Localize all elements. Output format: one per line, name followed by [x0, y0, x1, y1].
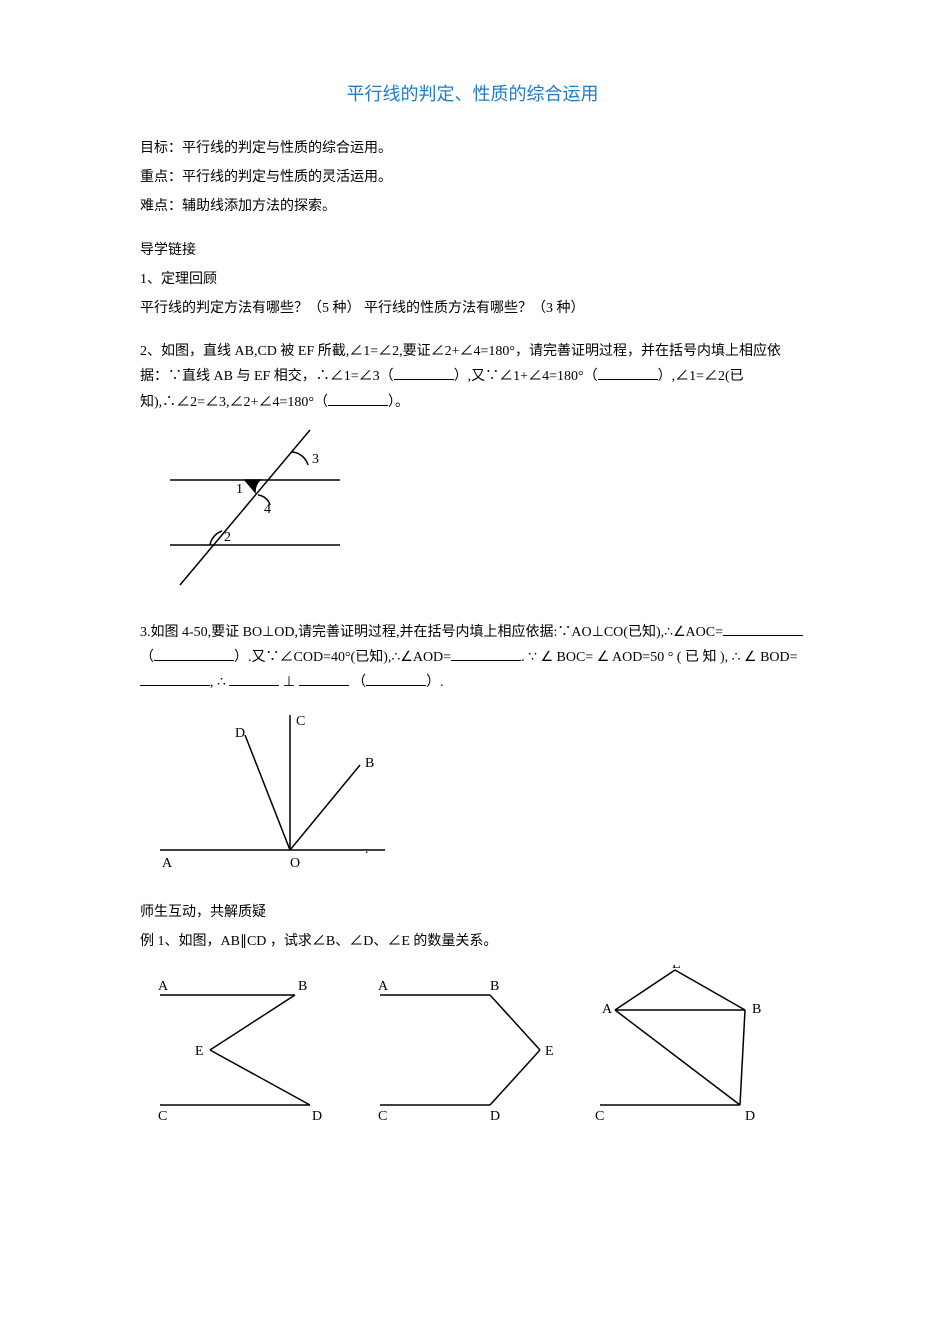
blank-input[interactable]	[366, 671, 426, 686]
q3-perp: ⊥	[279, 675, 298, 690]
angle-label-3: 3	[312, 452, 319, 467]
blank-input[interactable]	[229, 671, 279, 686]
diagram-ex1-a: A B E C D	[140, 965, 340, 1125]
angle-label-4: 4	[264, 502, 271, 517]
point-label-d: D	[490, 1109, 500, 1124]
dot: .	[365, 842, 369, 857]
goal-label: 目标：	[140, 141, 182, 156]
difficulty-line: 难点：辅助线添加方法的探索。	[140, 194, 805, 219]
diagram-q2: 3 1 4 2	[140, 425, 805, 600]
point-label-a: A	[602, 1002, 613, 1017]
q3-paren-close: ）.	[426, 675, 444, 690]
point-label-b: B	[490, 979, 499, 994]
focus-line: 重点：平行线的判定与性质的灵活运用。	[140, 165, 805, 190]
point-label-a: A	[158, 979, 169, 994]
q3-text-4: , ∴	[210, 675, 229, 690]
point-label-a: A	[378, 979, 389, 994]
angle-label-1: 1	[236, 482, 243, 497]
blank-input[interactable]	[328, 391, 388, 406]
interact-heading: 师生互动，共解质疑	[140, 900, 805, 925]
goal-text: 平行线的判定与性质的综合运用。	[182, 141, 392, 156]
example-1: 例 1、如图，AB∥CD ，试求∠B、∠D、∠E 的数量关系。	[140, 929, 805, 954]
point-label-e: E	[672, 965, 681, 972]
diagram-ex1-b: A B E C D	[360, 965, 560, 1125]
goal-line: 目标：平行线的判定与性质的综合运用。	[140, 136, 805, 161]
review-question: 平行线的判定方法有哪些？（5 种） 平行线的性质方法有哪些？（3 种）	[140, 296, 805, 321]
point-label-e: E	[195, 1044, 204, 1059]
diagram-q3: C D B A O .	[140, 705, 805, 880]
q3-paren-open-2: （	[352, 675, 366, 690]
point-label-c: C	[595, 1109, 604, 1124]
blank-input[interactable]	[394, 365, 454, 380]
q2-text-2: ）,又∵∠1+∠4=180°（	[454, 369, 598, 384]
point-label-d: D	[235, 726, 245, 741]
question-3: 3.如图 4-50,要证 BO⊥OD,请完善证明过程,并在括号内填上相应依据:∵…	[140, 620, 805, 696]
question-2: 2、如图，直线 AB,CD 被 EF 所截,∠1=∠2,要证∠2+∠4=180°…	[140, 339, 805, 415]
focus-label: 重点：	[140, 170, 182, 185]
blank-input[interactable]	[140, 671, 210, 686]
point-label-d: D	[312, 1109, 322, 1124]
point-label-c: C	[296, 714, 305, 729]
blank-input[interactable]	[451, 646, 521, 661]
q2-text-4: ）。	[388, 395, 409, 410]
link-heading: 导学链接	[140, 238, 805, 263]
focus-text: 平行线的判定与性质的灵活运用。	[182, 170, 392, 185]
point-label-b: B	[298, 979, 307, 994]
point-label-o: O	[290, 856, 300, 871]
q3-text-3: . ∵ ∠ BOC= ∠ AOD=50 ° ( 已 知 ), ∴ ∠ BOD=	[521, 650, 797, 665]
angle-label-2: 2	[224, 530, 231, 545]
point-label-b: B	[752, 1002, 761, 1017]
point-label-c: C	[158, 1109, 167, 1124]
diagram-ex1-c: E A B C D	[580, 965, 780, 1125]
point-label-a: A	[162, 856, 173, 871]
point-label-e: E	[545, 1044, 554, 1059]
q3-paren-open-1: （	[140, 650, 154, 665]
q3-text-2: ）.又∵∠COD=40°(已知),∴∠AOD=	[234, 650, 451, 665]
point-label-c: C	[378, 1109, 387, 1124]
blank-input[interactable]	[598, 365, 658, 380]
difficulty-label: 难点：	[140, 199, 182, 214]
blank-input[interactable]	[723, 621, 803, 636]
document-title: 平行线的判定、性质的综合运用	[140, 80, 805, 106]
difficulty-text: 辅助线添加方法的探索。	[182, 199, 336, 214]
blank-input[interactable]	[154, 646, 234, 661]
diagram-example1-row: A B E C D A B E C D	[140, 965, 805, 1125]
page: 平行线的判定、性质的综合运用 目标：平行线的判定与性质的综合运用。 重点：平行线…	[0, 0, 945, 1185]
point-label-d: D	[745, 1109, 755, 1124]
q3-text-1: 3.如图 4-50,要证 BO⊥OD,请完善证明过程,并在括号内填上相应依据:∵…	[140, 625, 723, 640]
point-label-b: B	[365, 756, 374, 771]
review-heading: 1、定理回顾	[140, 267, 805, 292]
blank-input[interactable]	[299, 671, 349, 686]
